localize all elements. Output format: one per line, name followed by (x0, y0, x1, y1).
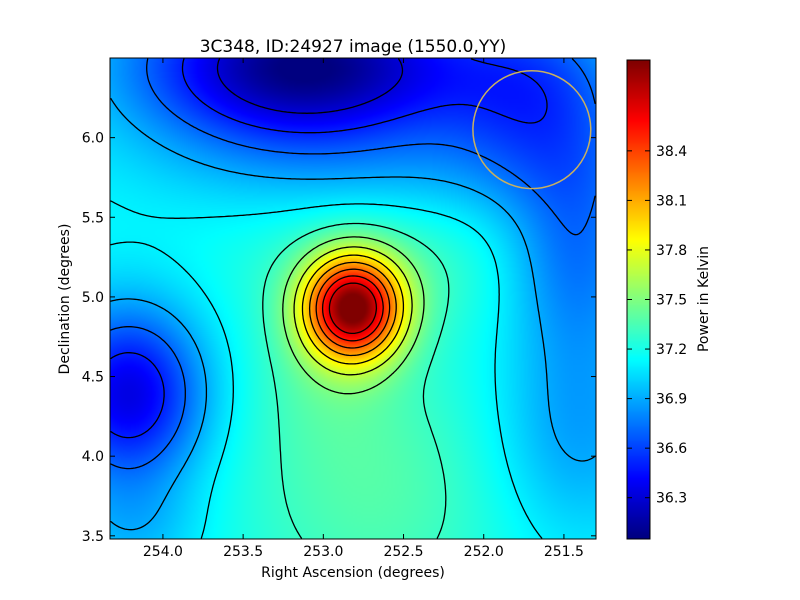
colorbar-gradient (627, 60, 650, 539)
colorbar-tick-label: 37.5 (656, 293, 687, 309)
colorbar-label: Power in Kelvin (696, 246, 712, 352)
contour-lines (110, 58, 596, 539)
contour-line (110, 200, 543, 539)
x-axis-label: Right Ascension (degrees) (261, 565, 445, 581)
contour-line (282, 236, 425, 395)
plot-frame (109, 57, 597, 540)
contour-line (301, 254, 405, 365)
colorbar-tick-label: 38.4 (656, 144, 687, 160)
colorbar-tick-label: 36.9 (656, 392, 687, 408)
contour-line (321, 275, 384, 342)
y-tick-label: 3.5 (82, 529, 104, 545)
chart-title: 3C348, ID:24927 image (1550.0,YY) (200, 37, 507, 57)
contour-line (315, 268, 391, 349)
contour-line (293, 246, 413, 376)
x-tick-label: 254.0 (143, 544, 183, 560)
y-tick-label: 6.0 (82, 131, 104, 147)
y-tick-label: 5.5 (82, 210, 104, 226)
x-tick-label: 253.5 (223, 544, 263, 560)
colorbar: 36.3 36.6 36.9 37.2 37.5 37.8 38.1 38.4 Power i… (626, 59, 712, 540)
colorbar-tick-label: 36.3 (656, 491, 687, 507)
y-axis: 3.5 4.0 4.5 5.0 5.5 6.0 (82, 131, 596, 545)
y-tick-label: 5.0 (82, 290, 104, 306)
contour-line (262, 222, 450, 539)
contour-line (328, 282, 378, 335)
y-tick-label: 4.0 (82, 449, 104, 465)
beam-circle (472, 69, 592, 190)
colorbar-tick-label: 36.6 (656, 441, 687, 457)
heatmap-plot-area (109, 57, 597, 540)
contour-line (110, 58, 548, 439)
x-tick-label: 253.0 (303, 544, 343, 560)
contour-line (308, 261, 397, 357)
colorbar-tick-label: 37.2 (656, 342, 687, 358)
x-axis: 254.0 253.5 253.0 252.5 252.0 251.5 (143, 58, 584, 560)
contour-line (216, 58, 404, 114)
x-tick-label: 252.0 (464, 544, 504, 560)
colorbar-tick-label: 37.8 (656, 243, 687, 259)
x-tick-label: 252.5 (383, 544, 423, 560)
x-tick-label: 251.5 (544, 544, 584, 560)
contour-line (110, 98, 596, 531)
y-axis-label: Declination (degrees) (57, 224, 73, 375)
colorbar-tick-label: 38.1 (656, 193, 687, 209)
colorbar-ticks: 36.3 36.6 36.9 37.2 37.5 37.8 38.1 38.4 (627, 144, 687, 507)
heatmap-image (110, 58, 596, 539)
contour-line (110, 58, 596, 470)
y-tick-label: 4.5 (82, 370, 104, 386)
